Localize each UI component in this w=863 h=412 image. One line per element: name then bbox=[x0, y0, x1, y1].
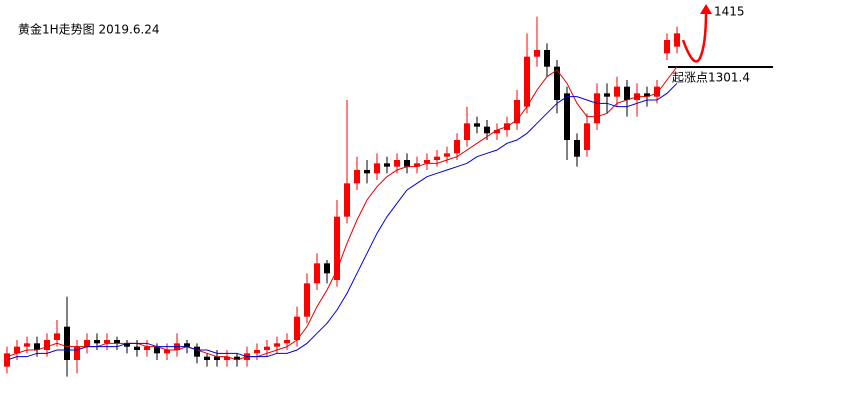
candle-body bbox=[414, 163, 420, 167]
candle-body bbox=[254, 350, 260, 354]
candle-body bbox=[444, 153, 450, 157]
candle-body bbox=[324, 263, 330, 274]
candle-body bbox=[574, 140, 580, 157]
candle-body bbox=[604, 93, 610, 97]
candle-body bbox=[404, 160, 410, 167]
candle-body bbox=[264, 346, 270, 350]
candle-body bbox=[304, 283, 310, 317]
candle-body bbox=[474, 123, 480, 127]
candle-body bbox=[154, 346, 160, 354]
candle-body bbox=[94, 340, 100, 344]
candle-body bbox=[24, 343, 30, 347]
candle-body bbox=[534, 50, 540, 57]
candle-body bbox=[74, 346, 80, 360]
candle-body bbox=[44, 340, 50, 350]
candle-body bbox=[294, 316, 300, 340]
candle-body bbox=[314, 263, 320, 284]
candle-body bbox=[204, 356, 210, 360]
moving-average-line bbox=[6, 82, 678, 361]
candle-body bbox=[234, 356, 240, 360]
candle-body bbox=[524, 56, 530, 107]
candle-body bbox=[104, 340, 110, 344]
candle-body bbox=[274, 343, 280, 347]
candle-body bbox=[484, 126, 490, 134]
candle-body bbox=[14, 346, 20, 354]
candle-body bbox=[494, 130, 500, 134]
candle-body bbox=[354, 170, 360, 184]
candle-body bbox=[424, 160, 430, 164]
candle-body bbox=[384, 163, 390, 167]
candle-body bbox=[434, 156, 440, 160]
candle-body bbox=[584, 123, 590, 150]
candle-body bbox=[514, 100, 520, 124]
candle-body bbox=[374, 163, 380, 174]
candle-body bbox=[624, 86, 630, 100]
candle-body bbox=[144, 346, 150, 350]
candle-body bbox=[394, 160, 400, 167]
candle-body bbox=[564, 93, 570, 140]
candle-body bbox=[34, 343, 40, 350]
candle-body bbox=[54, 333, 60, 340]
moving-average-line bbox=[6, 66, 678, 361]
candle-body bbox=[224, 356, 230, 360]
candle-body bbox=[114, 340, 120, 344]
candle-body bbox=[134, 346, 140, 350]
candle-body bbox=[124, 343, 130, 347]
chart-title: 黄金1H走势图 2019.6.24 bbox=[18, 22, 160, 37]
candle-body bbox=[214, 356, 220, 360]
candle-body bbox=[344, 183, 350, 217]
candle-body bbox=[184, 343, 190, 347]
candle-body bbox=[664, 40, 670, 54]
candle-body bbox=[594, 93, 600, 124]
projection-arrow bbox=[681, 11, 708, 63]
candle-body bbox=[644, 93, 650, 97]
candle-body bbox=[674, 33, 680, 47]
candle-body bbox=[464, 123, 470, 140]
candle-body bbox=[654, 86, 660, 97]
candle-body bbox=[614, 86, 620, 97]
target-label: 1415 bbox=[714, 5, 745, 19]
candle-body bbox=[554, 66, 560, 100]
candle-body bbox=[164, 350, 170, 354]
candle-body bbox=[454, 140, 460, 154]
candle-body bbox=[194, 346, 200, 357]
candle-body bbox=[284, 340, 290, 344]
start-label: 起涨点1301.4 bbox=[672, 70, 750, 85]
arrow-head bbox=[700, 4, 712, 14]
candle-body bbox=[64, 326, 70, 360]
candle-body bbox=[334, 216, 340, 280]
candle-body bbox=[544, 50, 550, 67]
candle-body bbox=[84, 340, 90, 347]
candle-body bbox=[364, 170, 370, 174]
